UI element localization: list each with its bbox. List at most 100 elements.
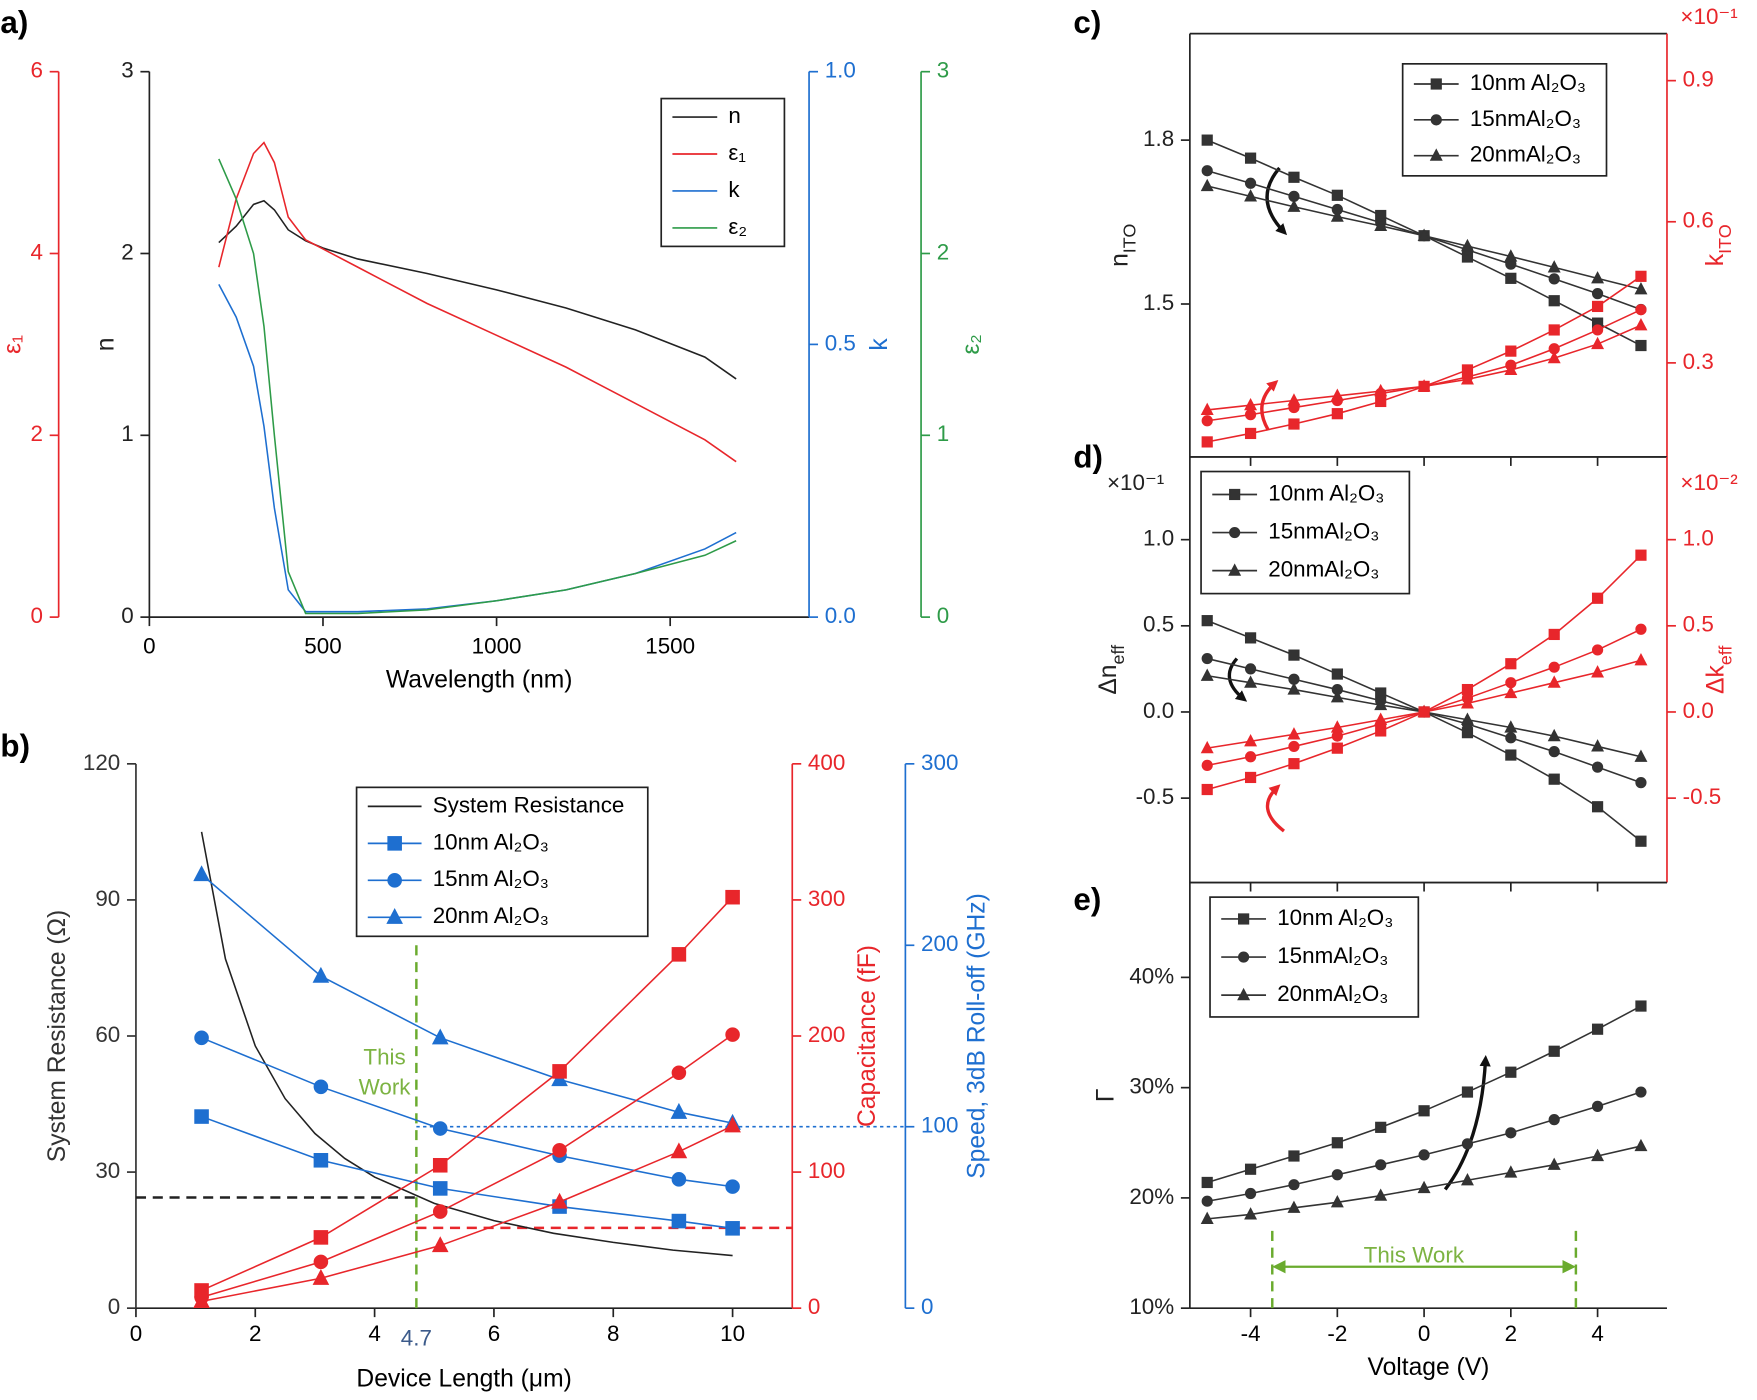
data-point <box>1244 675 1258 688</box>
data-point <box>431 1236 449 1253</box>
data-point <box>1288 649 1300 661</box>
data-point <box>1505 658 1517 670</box>
data-point <box>1417 379 1431 392</box>
legend-marker <box>1238 913 1250 925</box>
data-point <box>1547 1157 1561 1170</box>
data-point <box>1591 644 1604 656</box>
data-point <box>1331 1169 1343 1181</box>
data-point <box>1331 742 1343 754</box>
legend-label: 20nmAl₂O₃ <box>1470 142 1581 167</box>
y-tick-label: 0.3 <box>1683 349 1714 374</box>
x-tick-label: -4 <box>1241 1321 1261 1346</box>
legend-label: 10nm Al₂O₃ <box>1268 480 1384 505</box>
y-tick-label: 0.6 <box>1683 208 1714 233</box>
data-point <box>725 1179 740 1194</box>
data-point <box>671 1172 687 1187</box>
data-point <box>1331 668 1343 680</box>
x-tick-label: 1500 <box>645 633 695 658</box>
annotation: Work <box>359 1075 412 1100</box>
data-point <box>671 1065 687 1081</box>
data-point <box>1244 663 1257 675</box>
y-tick-label: 3 <box>121 58 133 83</box>
data-point <box>1244 1207 1258 1220</box>
data-point <box>431 1028 449 1045</box>
data-point <box>1288 418 1300 430</box>
legend-marker <box>1229 488 1241 501</box>
y-axis-label-subscript: ITO <box>1715 224 1735 254</box>
data-point <box>1201 134 1213 146</box>
data-point <box>432 1204 448 1219</box>
data-point <box>552 1143 567 1158</box>
data-point <box>1201 436 1213 448</box>
reference-label: 4.7 <box>401 1325 432 1350</box>
data-point <box>1244 1163 1257 1175</box>
x-tick-label: 2 <box>249 1321 261 1346</box>
y-axis-label-subscript: ITO <box>1119 224 1139 254</box>
data-point <box>1591 1100 1604 1112</box>
data-point <box>1418 1105 1430 1117</box>
data-point <box>1505 1127 1517 1139</box>
y-tick-label: 0.5 <box>1143 612 1174 637</box>
data-point <box>1330 690 1344 703</box>
y-axis-label-main: n <box>1106 253 1133 267</box>
data-point <box>1374 218 1388 231</box>
series-line <box>218 199 737 380</box>
data-point <box>1330 720 1344 733</box>
data-point <box>1547 675 1561 688</box>
data-point <box>193 865 210 882</box>
panel-label: b) <box>0 728 30 763</box>
legend-label: 20nmAl₂O₃ <box>1268 557 1379 582</box>
legend-marker <box>387 873 402 888</box>
series-line <box>201 1034 734 1299</box>
data-point <box>1330 1195 1344 1208</box>
data-point <box>1634 1138 1648 1152</box>
data-point <box>725 1027 740 1042</box>
legend-marker <box>1430 114 1442 126</box>
x-tick-label: 0 <box>130 1321 142 1346</box>
x-axis-label: Voltage (V) <box>1368 1354 1490 1381</box>
legend-marker <box>387 836 402 851</box>
data-point <box>1591 801 1604 813</box>
x-axis-label: Device Length (μm) <box>356 1365 571 1392</box>
data-point <box>1548 746 1560 758</box>
y-axis-label: ε₁ <box>0 335 26 354</box>
data-point <box>1244 189 1258 202</box>
data-point <box>1330 388 1344 401</box>
legend-label: 15nm Al₂O₃ <box>433 866 549 891</box>
data-point <box>552 1064 567 1079</box>
data-point <box>1331 408 1343 420</box>
panel-label: a) <box>0 5 28 40</box>
data-point <box>1244 177 1257 189</box>
x-tick-label: 2 <box>1505 1321 1517 1346</box>
legend-label: 15nmAl₂O₃ <box>1277 943 1388 968</box>
data-point <box>1244 409 1257 421</box>
data-point <box>1635 339 1647 352</box>
data-point <box>1591 1023 1604 1035</box>
trend-arrow <box>1260 380 1279 431</box>
data-point <box>432 1121 448 1136</box>
data-point <box>1505 732 1517 744</box>
series-line <box>201 896 734 1292</box>
legend-label: n <box>728 103 740 128</box>
legend-label: 10nm Al₂O₃ <box>433 829 549 854</box>
data-point <box>1287 393 1301 406</box>
axis-multiplier: ×10⁻¹ <box>1680 4 1737 29</box>
y-tick-label: 0 <box>808 1294 820 1319</box>
data-point <box>313 1079 329 1095</box>
series-line <box>201 1125 733 1303</box>
x-tick-label: -2 <box>1327 1321 1347 1346</box>
data-point <box>1591 271 1605 284</box>
legend-marker <box>1429 148 1443 161</box>
y-tick-label: 400 <box>808 750 845 775</box>
y-tick-label: 1.5 <box>1143 290 1174 315</box>
data-point <box>1635 835 1647 847</box>
data-point <box>1287 199 1301 212</box>
data-point <box>1460 238 1474 252</box>
y-tick-label: 0.5 <box>825 330 856 355</box>
data-point <box>725 889 740 905</box>
y-axis-label: System Resistance (Ω) <box>44 910 71 1162</box>
data-point <box>1201 615 1213 627</box>
data-point <box>1634 317 1648 331</box>
data-point <box>1201 165 1213 177</box>
y-axis-label-subscript: eff <box>1108 645 1128 665</box>
